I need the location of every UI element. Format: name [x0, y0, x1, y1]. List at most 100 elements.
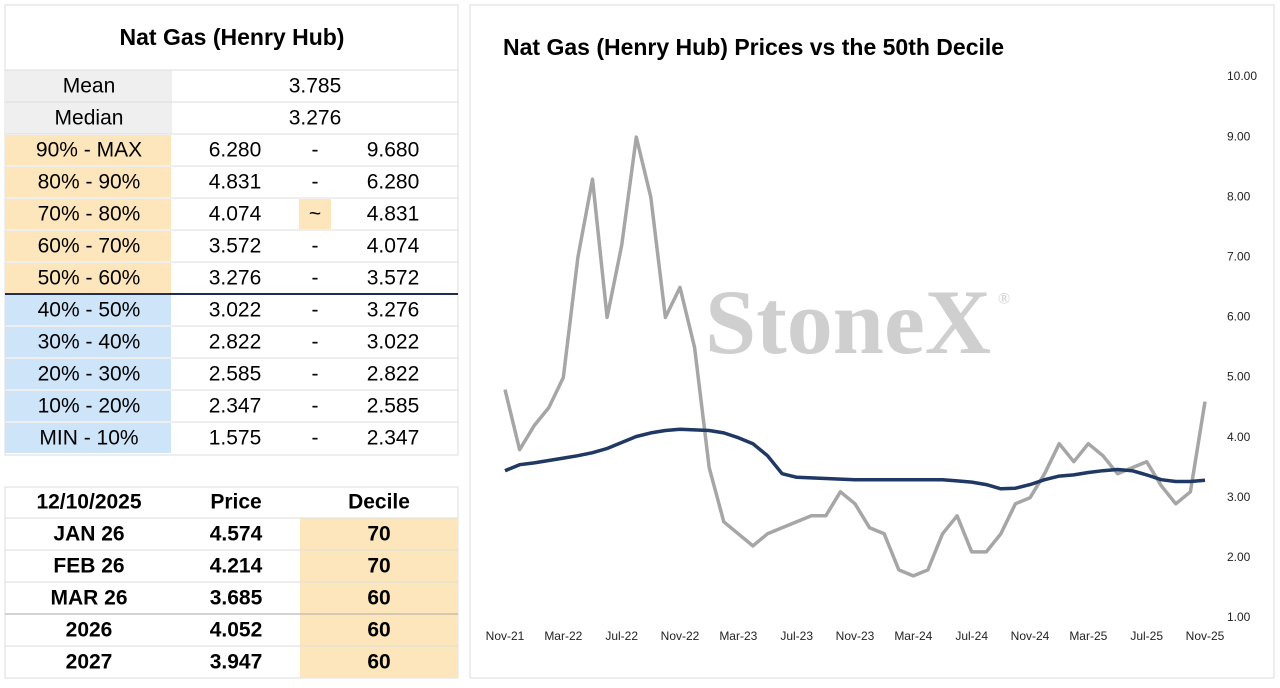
cell: 70	[367, 523, 390, 546]
watermark: StoneX	[705, 271, 991, 373]
x-tick-label: Jul-22	[605, 629, 638, 643]
cell: 4.052	[210, 619, 263, 642]
x-tick-label: Jul-25	[1130, 629, 1163, 643]
decile-label-bg	[5, 231, 171, 261]
decile-high: 4.831	[367, 203, 420, 226]
decile-high: 3.022	[367, 331, 420, 354]
decile-label: 70% - 80%	[38, 203, 141, 226]
decile-label-bg	[5, 359, 171, 389]
row-label-bg	[5, 70, 172, 102]
decile-label: 60% - 70%	[38, 235, 141, 258]
y-tick-label: 1.00	[1227, 610, 1251, 624]
cell: 4.574	[210, 523, 263, 546]
cell: 60	[367, 587, 390, 610]
x-tick-label: Nov-24	[1011, 629, 1050, 643]
decile-label-bg	[5, 295, 171, 325]
decile-label-bg	[5, 391, 171, 421]
decile-sep: -	[312, 331, 319, 354]
row-value: 3.785	[289, 75, 342, 98]
decile-cell-bg	[300, 646, 458, 678]
cell: 70	[367, 555, 390, 578]
x-tick-label: Nov-25	[1186, 629, 1225, 643]
watermark-mark: ®	[998, 291, 1010, 308]
series-line	[503, 135, 1207, 578]
row-value: 3.276	[289, 107, 342, 130]
y-tick-label: 8.00	[1227, 189, 1251, 203]
decile-high: 2.822	[367, 363, 420, 386]
decile-low: 3.022	[209, 299, 262, 322]
range-marker-bg	[299, 199, 331, 229]
header-cell: Decile	[348, 491, 410, 514]
series-line	[504, 427, 1206, 491]
y-tick-label: 2.00	[1227, 550, 1251, 564]
decile-label-bg	[5, 199, 171, 229]
decile-low: 2.347	[209, 395, 262, 418]
x-tick-label: Mar-25	[1069, 629, 1107, 643]
x-tick-label: Mar-22	[544, 629, 582, 643]
decile-low: 1.575	[209, 427, 262, 450]
cell: 2026	[66, 619, 113, 642]
decile-high: 4.074	[367, 235, 420, 258]
decile-label: 10% - 20%	[38, 395, 141, 418]
decile-label: 50% - 60%	[38, 267, 141, 290]
x-tick-label: Mar-24	[894, 629, 932, 643]
decile-low: 3.572	[209, 235, 262, 258]
x-tick-label: Jul-23	[780, 629, 813, 643]
y-tick-label: 7.00	[1227, 250, 1251, 264]
decile-high: 3.572	[367, 267, 420, 290]
decile-cell-bg	[300, 550, 458, 582]
decile-label: 30% - 40%	[38, 331, 141, 354]
y-tick-label: 10.00	[1227, 69, 1257, 83]
decile-low: 4.074	[209, 203, 262, 226]
cell: 2027	[66, 651, 113, 674]
cell: FEB 26	[53, 555, 124, 578]
x-tick-label: Nov-21	[486, 629, 525, 643]
decile-label-bg	[5, 135, 171, 165]
row-label-bg	[5, 102, 172, 134]
decile-label-bg	[5, 167, 171, 197]
decile-label: 90% - MAX	[36, 139, 142, 162]
decile-label: 40% - 50%	[38, 299, 141, 322]
decile-sep: -	[312, 139, 319, 162]
decile-sep: -	[312, 235, 319, 258]
decile-sep: -	[312, 427, 319, 450]
header-cell: Price	[210, 491, 261, 514]
decile-cell-bg	[300, 614, 458, 646]
row-label: Mean	[63, 75, 116, 98]
cell: MAR 26	[50, 587, 127, 610]
decile-high: 9.680	[367, 139, 420, 162]
x-tick-label: Nov-22	[661, 629, 700, 643]
decile-low: 6.280	[209, 139, 262, 162]
cell: 3.947	[210, 651, 263, 674]
y-tick-label: 6.00	[1227, 310, 1251, 324]
chart-panel	[469, 4, 1275, 679]
cell: 60	[367, 651, 390, 674]
decile-sep: -	[312, 267, 319, 290]
decile-sep: -	[312, 363, 319, 386]
decile-label: MIN - 10%	[39, 427, 138, 450]
cell: 3.685	[210, 587, 263, 610]
decile-sep: ~	[309, 203, 321, 226]
decile-low: 3.276	[209, 267, 262, 290]
decile-high: 3.276	[367, 299, 420, 322]
decile-sep: -	[312, 395, 319, 418]
decile-high: 2.585	[367, 395, 420, 418]
x-tick-label: Nov-23	[836, 629, 875, 643]
decile-sep: -	[312, 299, 319, 322]
decile-low: 2.585	[209, 363, 262, 386]
decile-cell-bg	[300, 582, 458, 614]
decile-label: 80% - 90%	[38, 171, 141, 194]
decile-label-bg	[5, 327, 171, 357]
y-tick-label: 5.00	[1227, 370, 1251, 384]
decile-high: 6.280	[367, 171, 420, 194]
stats-title: Nat Gas (Henry Hub)	[120, 24, 345, 50]
y-tick-label: 3.00	[1227, 490, 1251, 504]
cell: 4.214	[210, 555, 263, 578]
decile-cell-bg	[300, 518, 458, 550]
decile-low: 2.822	[209, 331, 262, 354]
decile-label-bg	[5, 263, 171, 293]
y-tick-label: 4.00	[1227, 430, 1251, 444]
chart-title: Nat Gas (Henry Hub) Prices vs the 50th D…	[503, 34, 1004, 60]
y-tick-label: 9.00	[1227, 129, 1251, 143]
